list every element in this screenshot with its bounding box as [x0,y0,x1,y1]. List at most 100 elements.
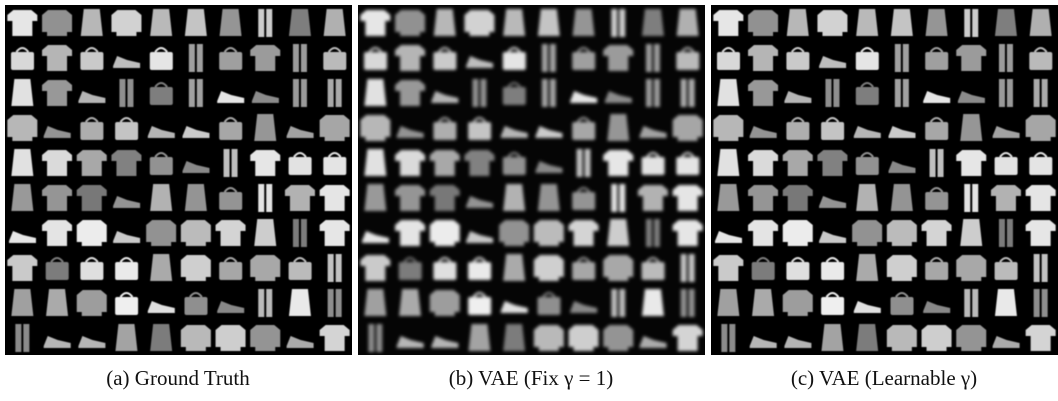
item-shape [11,184,33,211]
item-shape [891,184,913,211]
item-shape [717,289,739,316]
item-shape [681,254,687,282]
item-shape [23,324,29,352]
item-shape [189,79,195,107]
item-shape [399,289,421,316]
item-shape [654,219,660,247]
item-shape [538,184,560,211]
item-shape [542,79,548,107]
item-shape [364,289,386,316]
item-shape [80,122,103,140]
item-shape [224,149,230,177]
item-shape [960,114,982,141]
item-shape [364,79,386,106]
item-shape [717,149,739,176]
item-shape [607,114,629,141]
item-shape [995,9,1017,36]
item-shape [550,79,556,107]
item-shape [925,262,948,280]
caption: (c) VAE (Learnable γ) [791,366,977,390]
item-shape [891,297,914,315]
item-shape [258,184,264,212]
item-shape [891,9,913,36]
item-shape [328,289,334,317]
item-shape [266,289,272,317]
item-shape [999,79,1005,107]
item-shape [729,324,735,352]
item-shape [46,289,68,316]
item-shape [289,289,311,316]
item-shape [328,254,334,282]
item-shape [472,79,478,107]
item-shape [11,289,33,316]
item-shape [46,262,69,280]
item-shape [585,149,591,177]
item-shape [752,262,775,280]
item-shape [119,79,125,107]
item-shape [972,289,978,317]
item-shape [219,262,242,280]
item-shape [833,79,839,107]
item-shape [80,52,103,70]
item-shape [503,87,526,105]
item-shape [825,79,831,107]
item-shape [254,219,276,246]
item-shape [468,122,491,140]
item-shape [786,122,809,140]
item-shape [364,184,386,211]
item-shape [503,254,525,281]
item-shape [538,9,560,36]
item-shape [293,219,299,247]
item-shape [1007,44,1013,72]
item-shape [964,184,970,212]
item-shape [903,79,909,107]
item-shape [399,262,422,280]
item-shape [821,262,844,280]
item-shape [115,122,138,140]
item-shape [786,52,809,70]
item-shape [646,219,652,247]
item-shape [336,254,342,282]
item-shape [856,9,878,36]
item-shape [1029,52,1052,70]
item-shape [1030,9,1052,36]
item-shape [468,297,491,315]
item-shape [293,79,299,107]
item-shape [717,79,739,106]
item-shape [115,262,138,280]
item-shape [289,262,312,280]
item-shape [787,9,809,36]
item-shape [301,44,307,72]
item-shape [197,44,203,72]
item-shape [258,9,264,37]
item-shape [689,289,695,317]
item-shape [676,52,699,70]
caption: (a) Ground Truth [106,366,250,390]
item-shape [1042,254,1048,282]
item-shape [433,122,456,140]
item-shape [15,324,21,352]
item-shape [1034,254,1040,282]
item-shape [856,254,878,281]
item-shape [607,219,629,246]
item-shape [572,192,595,210]
item-shape [577,149,583,177]
item-shape [301,219,307,247]
item-shape [538,297,561,315]
item-shape [336,289,342,317]
item-shape [503,157,526,175]
item-shape [336,79,342,107]
item-shape [542,44,548,72]
item-shape [368,324,374,352]
item-shape [995,262,1018,280]
item-shape [127,79,133,107]
item-shape [995,289,1017,316]
item-shape [964,9,970,37]
item-shape [301,79,307,107]
item-shape [856,157,879,175]
item-shape [619,184,625,212]
item-shape [364,149,386,176]
item-shape [572,122,595,140]
item-shape [821,122,844,140]
item-shape [433,262,456,280]
